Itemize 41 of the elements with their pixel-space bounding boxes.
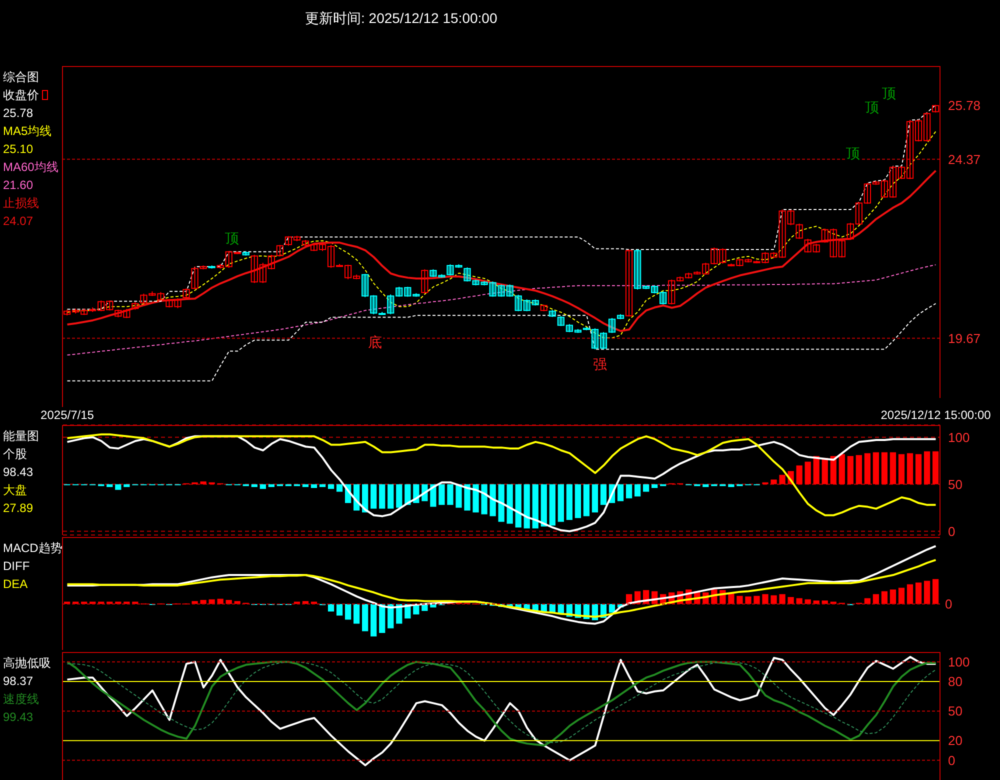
annotation: 强	[592, 355, 608, 373]
text: 速度线	[3, 691, 40, 708]
text: 27.89	[3, 500, 34, 517]
text: DIFF	[3, 558, 31, 575]
text: 大盘	[3, 482, 28, 499]
x-tick-label: 2025/7/15	[40, 408, 94, 422]
y-tick-label: 100	[948, 430, 970, 445]
text: DEA	[3, 576, 29, 593]
text: 21.60	[3, 177, 34, 194]
text: MA5均线	[3, 123, 53, 140]
y-tick-label: 0	[948, 524, 956, 539]
y-tick-label: 50	[948, 476, 962, 492]
text: 25.10	[3, 141, 34, 158]
annotation: 顶	[845, 144, 861, 162]
text: MA60均线	[3, 159, 60, 176]
chart-title: 综合图	[3, 69, 40, 86]
x-tick-label: 2025/12/12 15:00:00	[880, 408, 992, 422]
y-tick-label: 100	[948, 654, 970, 670]
annotation: 顶	[224, 229, 240, 247]
text: 98.43	[3, 464, 34, 481]
annotation: 顶	[864, 98, 880, 116]
y-tick-label: 20	[948, 733, 962, 748]
y-tick-label: 80	[948, 674, 962, 690]
annotation: 顶	[881, 84, 897, 102]
y-tick-label: 24.37	[948, 152, 981, 167]
y-tick-label: 50	[948, 704, 962, 719]
legend-label: 收盘价	[3, 87, 40, 104]
chart-title: MACD趋势	[3, 540, 62, 557]
text: 止损线	[3, 195, 40, 212]
text: 98.37	[3, 673, 34, 690]
y-tick-label: 25.78	[948, 98, 981, 114]
text: 24.07	[3, 213, 34, 230]
chart-title: 能量图	[3, 428, 40, 445]
y-tick-label: 19.67	[948, 330, 981, 346]
text: 99.43	[3, 709, 34, 726]
y-tick-label: 0	[948, 752, 956, 768]
chart-subtitle: 更新时间: 2025/12/12 15:00:00	[305, 10, 498, 28]
text: 25.78	[3, 105, 34, 122]
series-label: 高抛低吸	[3, 655, 52, 672]
annotation: 底	[367, 333, 383, 351]
text: 个股	[3, 446, 28, 463]
